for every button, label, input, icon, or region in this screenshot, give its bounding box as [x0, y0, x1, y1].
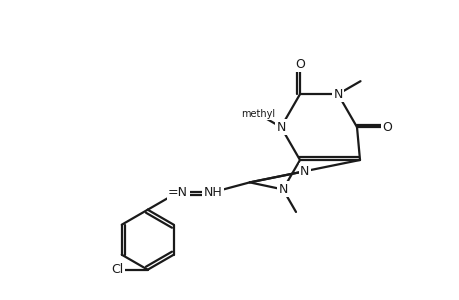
Text: O: O [294, 58, 304, 71]
Text: methyl: methyl [241, 109, 275, 119]
Text: methyl: methyl [247, 112, 252, 113]
Text: N: N [276, 121, 285, 134]
Text: N: N [333, 88, 342, 101]
Text: N: N [300, 165, 309, 178]
Text: N: N [278, 183, 287, 196]
Text: NH: NH [203, 186, 222, 199]
Text: =N: =N [168, 186, 188, 199]
Text: O: O [381, 121, 391, 134]
Text: methyl: methyl [258, 113, 263, 114]
Text: Cl: Cl [112, 263, 123, 276]
